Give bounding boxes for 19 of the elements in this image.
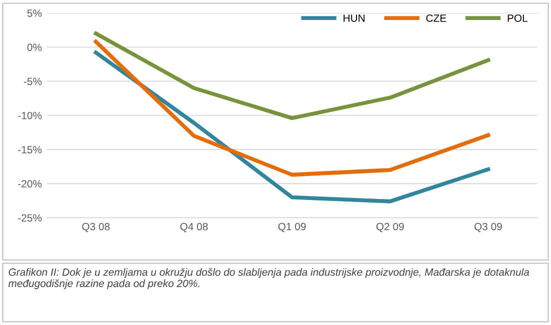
x-tick-label: Q1 09	[278, 222, 306, 232]
legend-label: POL	[508, 14, 528, 22]
x-tick-label: Q4 08	[180, 222, 208, 232]
x-tick-label: Q2 09	[376, 222, 404, 232]
y-tick-label: -15%	[18, 146, 42, 154]
x-tick-label: Q3 08	[82, 222, 110, 232]
line-series	[94, 50, 490, 204]
y-tick-label: -25%	[18, 214, 42, 222]
y-tick-label: 0%	[27, 44, 42, 51]
legend-label: CZE	[426, 14, 446, 22]
y-tick-label: 5%	[27, 10, 42, 17]
legend-label: HUN	[344, 14, 364, 22]
line-series	[94, 40, 490, 177]
text: Grafikon II: Dok je u zemljama u okružju došlo do slabljenja pada industrijske proizvodnje, Mađarska je dotaknula međugodišnje razine pada od preko 20%.	[8, 268, 530, 290]
y-tick-label: -5%	[24, 78, 42, 86]
x-tick-label: Q3 09	[474, 222, 502, 232]
y-tick-label: -20%	[18, 180, 42, 188]
y-tick-label: -10%	[18, 112, 42, 120]
line-series	[94, 32, 490, 120]
